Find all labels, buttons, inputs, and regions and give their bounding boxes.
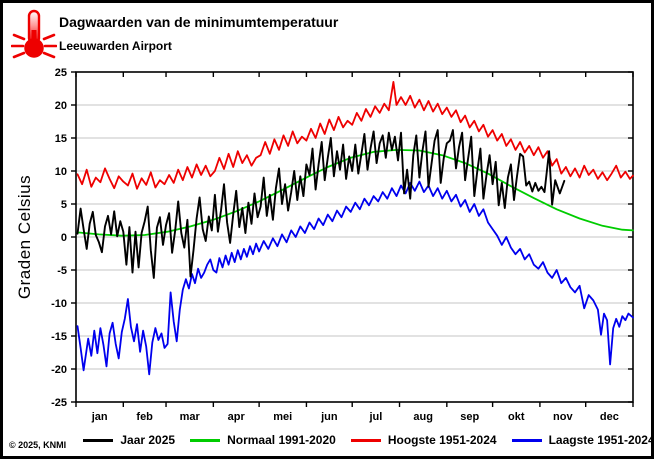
y-tick-label: -25 [51,397,67,409]
series-line-hoogste-1951-2024 [76,81,634,190]
copyright-note: © 2025, KNMI [9,440,67,450]
month-label: jan [91,411,108,423]
legend-item-normaal: Normaal 1991-2020 [190,433,336,447]
chart-header: Dagwaarden van de minimumtemperatuur Lee… [59,11,338,53]
legend-line-black [83,438,114,442]
y-tick-label: -15 [51,331,67,343]
month-label: mar [180,411,201,423]
y-tick-label: -5 [57,265,67,277]
page-title: Dagwaarden van de minimumtemperatuur [59,14,339,30]
y-tick-label: 25 [55,67,67,79]
month-label: mei [273,411,292,423]
plot-frame [75,71,634,403]
month-label: nov [553,411,573,423]
y-tick-label: 5 [61,199,67,211]
y-tick-label: 10 [55,166,67,178]
month-label: jun [320,411,338,423]
legend-item-hoogste: Hoogste 1951-2024 [350,433,497,447]
month-label: okt [508,411,525,423]
legend-label: Normaal 1991-2020 [227,433,336,447]
chart-legend: Jaar 2025 Normaal 1991-2020 Hoogste 1951… [83,432,651,448]
y-tick-label: 15 [55,133,67,145]
y-tick-label: -20 [51,364,67,376]
legend-line-red [350,438,381,442]
station-subtitle: Leeuwarden Airport [59,39,172,54]
legend-label: Laagste 1951-2024 [548,433,654,447]
month-label: feb [136,411,153,423]
y-tick-label: 20 [55,100,67,112]
temperature-plot: -25 -20 -15 -10 -5 0 5 10 15 20 25 jan feb mar apr mei j… [51,67,634,423]
legend-line-green [190,438,221,442]
legend-label: Jaar 2025 [120,433,176,447]
month-label: dec [600,411,619,423]
month-label: apr [228,411,246,423]
legend-item-jaar-2025: Jaar 2025 [83,433,175,447]
month-label: sep [460,411,479,423]
y-tick-label: 0 [61,232,67,244]
series-line-jaar-2025 [76,129,566,279]
month-label: jul [368,411,382,423]
y-tick-label: -10 [51,298,67,310]
series-line-laagste-1951-2024 [76,180,634,376]
legend-line-blue [511,438,542,442]
thermometer-frost-icon [11,9,57,59]
month-label: aug [413,411,433,423]
legend-label: Hoogste 1951-2024 [387,433,497,447]
legend-item-laagste: Laagste 1951-2024 [511,433,654,447]
